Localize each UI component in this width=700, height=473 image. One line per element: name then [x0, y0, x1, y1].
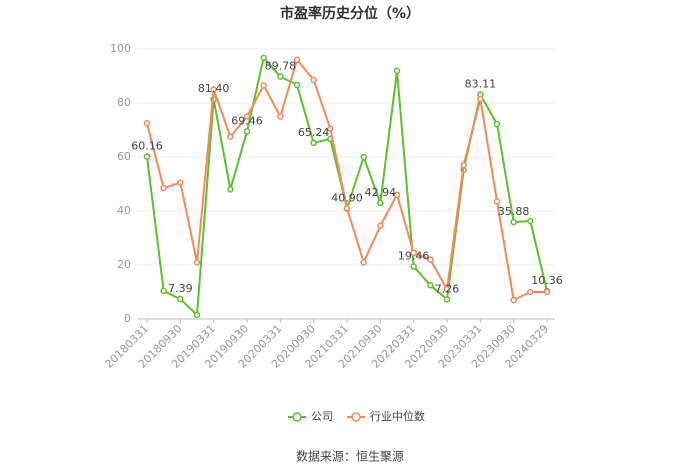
- point: [177, 295, 184, 303]
- y-tick-label: 40: [117, 204, 131, 217]
- data-label: 89.78: [265, 60, 297, 73]
- data-label: 69.46: [231, 114, 263, 127]
- y-tick-label: 60: [117, 150, 131, 163]
- point: [510, 296, 517, 304]
- point: [443, 286, 451, 293]
- point: [210, 86, 217, 93]
- point: [143, 153, 151, 160]
- legend-label: 行业中位数: [370, 409, 425, 423]
- data-label: 60.16: [131, 140, 163, 153]
- point: [243, 113, 251, 120]
- y-tick-label: 80: [117, 96, 131, 109]
- data-label: 83.11: [465, 78, 497, 91]
- data-label: 81.40: [198, 82, 230, 95]
- legend-label: 公司: [311, 410, 333, 423]
- data-label: 40.90: [331, 192, 363, 205]
- point: [360, 259, 367, 266]
- y-tick-label: 0: [124, 312, 131, 325]
- point: [410, 263, 417, 270]
- point: [177, 179, 184, 186]
- legend-marker: [292, 412, 302, 422]
- point: [293, 56, 301, 64]
- point: [427, 282, 434, 289]
- source: 数据来源：恒生聚源: [296, 449, 404, 464]
- data-label: 19.46: [398, 249, 430, 262]
- data-label: 35.88: [498, 205, 530, 218]
- point: [227, 186, 234, 193]
- y-tick-label: 100: [110, 42, 131, 55]
- point: [227, 133, 234, 140]
- point: [527, 217, 534, 225]
- point: [277, 73, 284, 80]
- data-label: 7.39: [168, 282, 193, 295]
- chart-title: 市盈率历史分位（%）: [280, 5, 420, 22]
- point: [377, 222, 384, 230]
- data-label: 42.94: [365, 186, 397, 199]
- legend-marker: [351, 412, 361, 422]
- point: [343, 205, 351, 212]
- series-line: [146, 55, 548, 318]
- point: [493, 198, 501, 205]
- point: [243, 128, 251, 135]
- point: [160, 184, 167, 192]
- y-tick-label: 20: [117, 258, 131, 271]
- data-label: 10.36: [531, 274, 563, 287]
- point: [393, 191, 401, 199]
- point: [427, 256, 434, 263]
- point: [143, 120, 151, 127]
- point: [193, 259, 201, 266]
- point: [543, 288, 551, 296]
- point: [477, 95, 484, 103]
- point: [293, 81, 301, 89]
- point: [327, 125, 334, 132]
- point: [443, 296, 451, 303]
- point: [260, 82, 267, 89]
- point: [377, 199, 384, 207]
- point: [160, 287, 167, 295]
- point: [193, 311, 201, 319]
- data-label: 65.24: [298, 126, 330, 139]
- point: [493, 120, 501, 128]
- data-label: 7.26: [435, 282, 460, 295]
- point: [310, 139, 317, 147]
- point: [360, 153, 367, 161]
- point: [310, 76, 317, 84]
- point: [510, 218, 517, 226]
- point: [277, 113, 284, 120]
- point: [260, 54, 267, 62]
- point: [460, 161, 467, 169]
- point: [527, 288, 534, 296]
- point: [410, 249, 417, 257]
- point: [393, 67, 401, 75]
